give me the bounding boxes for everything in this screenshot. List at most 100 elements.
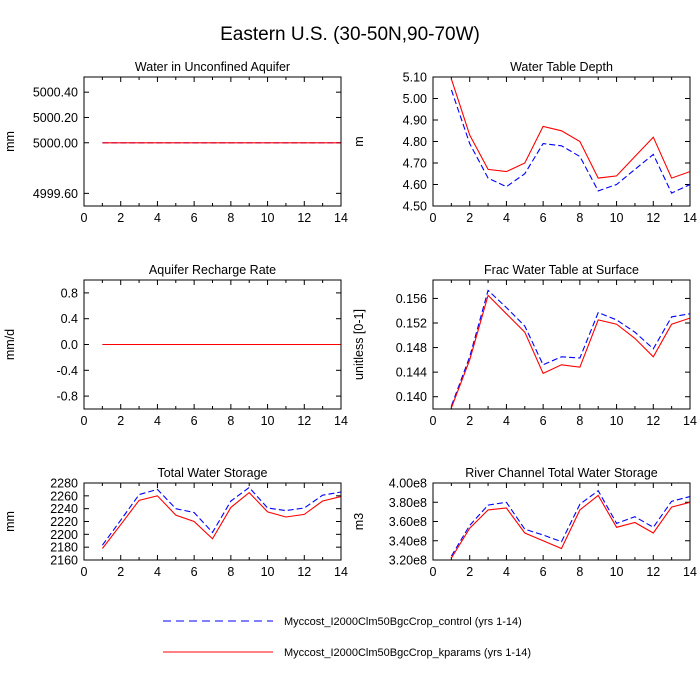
y-axis-label: mm/d — [3, 329, 17, 360]
y-tick-label: 2160 — [50, 554, 78, 568]
x-tick-label: 14 — [334, 565, 348, 579]
x-tick-label: 0 — [430, 414, 437, 428]
chart-panel-2: Water Table Depth m 0 2 4 6 8 10 12 14 4.50 4.60 4.7… — [352, 60, 697, 225]
x-tick-label: 0 — [81, 211, 88, 225]
y-tick-label: 0.8 — [61, 286, 78, 300]
x-tick-label: 12 — [646, 565, 660, 579]
y-tick-label: 5.10 — [403, 71, 427, 85]
series-line-control — [450, 89, 690, 194]
y-tick-label: 2260 — [50, 489, 78, 503]
x-tick-label: 14 — [683, 565, 697, 579]
x-tick-label: 0 — [430, 565, 437, 579]
plot-frame — [432, 76, 691, 207]
x-tick-label: 0 — [81, 565, 88, 579]
plot-frame — [432, 279, 691, 410]
y-tick-label: 2240 — [50, 502, 78, 516]
x-tick-label: 4 — [503, 565, 510, 579]
chart-panel-1: Water in Unconfined Aquifer mm 0 2 4 6 8 10 12 14… — [3, 60, 348, 225]
chart-panel-3: Aquifer Recharge Rate mm/d 0 2 4 6 8 10 12 14 -0.8… — [3, 263, 348, 428]
y-tick-label: 2200 — [50, 528, 78, 542]
x-tick-label: 4 — [503, 414, 510, 428]
legend-label: Myccost_I2000Clm50BgcCrop_kparams (yrs 1… — [284, 647, 531, 659]
x-tick-label: 8 — [227, 565, 234, 579]
x-tick-label: 0 — [81, 414, 88, 428]
x-tick-label: 12 — [297, 565, 311, 579]
y-tick-label: 2280 — [50, 477, 78, 491]
y-axis-label: mm — [3, 511, 17, 532]
series-line-kparams — [450, 78, 690, 179]
panel-title: Water in Unconfined Aquifer — [135, 60, 290, 74]
series-line-kparams — [450, 294, 690, 408]
chart-panel-6: River Channel Total Water Storage m3 0 2 4 6 8… — [352, 466, 697, 579]
x-tick-label: 8 — [227, 211, 234, 225]
x-tick-label: 10 — [261, 565, 275, 579]
y-tick-label: 5000.00 — [33, 136, 78, 150]
y-tick-label: 0.140 — [396, 390, 427, 404]
y-tick-label: 0.148 — [396, 341, 427, 355]
x-tick-label: 4 — [154, 211, 161, 225]
x-tick-label: 6 — [540, 211, 547, 225]
y-tick-label: 2220 — [50, 515, 78, 529]
x-tick-label: 14 — [683, 414, 697, 428]
y-tick-label: 0.0 — [61, 338, 78, 352]
x-tick-label: 14 — [334, 414, 348, 428]
x-tick-label: 8 — [227, 414, 234, 428]
x-tick-label: 6 — [540, 565, 547, 579]
y-axis-label: m — [352, 136, 366, 146]
x-tick-label: 2 — [117, 565, 124, 579]
panel-title: Water Table Depth — [510, 60, 613, 74]
y-tick-label: -0.8 — [56, 390, 78, 404]
y-tick-label: 0.4 — [61, 312, 78, 326]
y-tick-label: 2180 — [50, 541, 78, 555]
x-tick-label: 4 — [154, 414, 161, 428]
x-tick-label: 14 — [683, 211, 697, 225]
y-tick-label: 5000.20 — [33, 111, 78, 125]
y-tick-label: 0.144 — [396, 366, 427, 380]
figure-title: Eastern U.S. (30-50N,90-70W) — [220, 24, 480, 45]
panel-title: Frac Water Table at Surface — [484, 263, 639, 277]
x-tick-label: 10 — [610, 211, 624, 225]
series-line-control — [101, 486, 341, 546]
y-tick-label: 0.152 — [396, 317, 427, 331]
y-tick-label: 4.90 — [403, 114, 427, 128]
panel-title: River Channel Total Water Storage — [465, 466, 658, 480]
series-line-kparams — [450, 494, 690, 559]
x-tick-label: 8 — [576, 565, 583, 579]
plot-frame — [83, 279, 342, 410]
x-tick-label: 2 — [466, 211, 473, 225]
x-tick-label: 2 — [117, 414, 124, 428]
x-tick-label: 4 — [154, 565, 161, 579]
plot-frame — [432, 482, 691, 561]
x-tick-label: 10 — [610, 565, 624, 579]
x-tick-label: 10 — [610, 414, 624, 428]
y-tick-label: 4.80 — [403, 135, 427, 149]
x-tick-label: 8 — [576, 414, 583, 428]
x-tick-label: 6 — [191, 414, 198, 428]
legend-label: Myccost_I2000Clm50BgcCrop_control (yrs 1… — [284, 616, 522, 628]
y-tick-label: 4.00e8 — [389, 477, 427, 491]
series-line-control — [450, 489, 690, 557]
y-tick-label: 4.50 — [403, 200, 427, 214]
x-tick-label: 8 — [576, 211, 583, 225]
x-tick-label: 6 — [191, 565, 198, 579]
y-tick-label: 0.156 — [396, 292, 427, 306]
y-tick-label: 5.00 — [403, 92, 427, 106]
chart-panel-4: Frac Water Table at Surface unitless [0-1… — [352, 263, 697, 428]
plot-frame — [83, 482, 342, 561]
x-tick-label: 2 — [466, 565, 473, 579]
y-tick-label: -0.4 — [56, 364, 78, 378]
y-tick-label: 4.60 — [403, 178, 427, 192]
x-tick-label: 2 — [466, 414, 473, 428]
series-line-kparams — [101, 491, 341, 549]
x-tick-label: 14 — [334, 211, 348, 225]
legend: Myccost_I2000Clm50BgcCrop_control (yrs 1… — [163, 616, 531, 659]
x-tick-label: 6 — [191, 211, 198, 225]
y-axis-label: unitless [0-1] — [352, 309, 366, 380]
y-tick-label: 4.70 — [403, 157, 427, 171]
y-tick-label: 4999.60 — [33, 187, 78, 201]
y-axis-label: mm — [3, 131, 17, 152]
plot-frame — [83, 76, 342, 207]
y-tick-label: 3.20e8 — [389, 554, 427, 568]
x-tick-label: 12 — [646, 211, 660, 225]
